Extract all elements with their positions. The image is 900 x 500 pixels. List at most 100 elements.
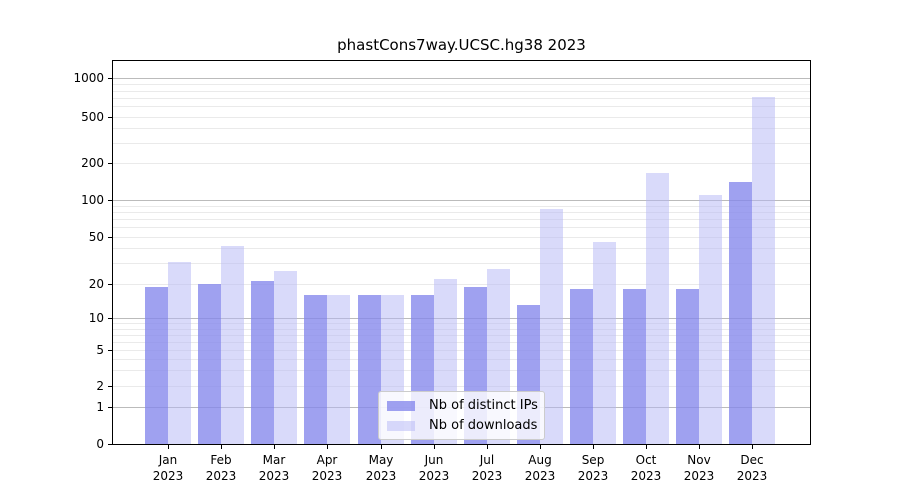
legend: Nb of distinct IPs Nb of downloads [378,391,545,440]
minor-gridline-90 [113,206,810,207]
bar-distinct-ips-nov [676,289,699,444]
x-tick-label-jun: Jun 2023 [418,453,450,483]
x-tick-mark-nov [699,445,700,449]
minor-gridline-2 [113,386,810,387]
bar-distinct-ips-dec [729,182,752,444]
x-tick-label-dec: Dec 2023 [736,453,768,483]
legend-swatch-downloads [387,420,415,431]
minor-gridline-80 [113,212,810,213]
minor-gridline-3 [113,370,810,371]
x-tick-label-mar: Mar 2023 [258,453,290,483]
legend-label-distinct-ips: Nb of distinct IPs [429,398,538,413]
legend-swatch-distinct-ips [387,400,415,411]
minor-gridline-50 [113,237,810,238]
bar-downloads-oct [646,173,669,444]
y-tick-label-1: 1 [96,400,104,414]
y-tick-mark-200 [108,163,112,164]
x-tick-mark-apr [327,445,328,449]
x-tick-label-aug: Aug 2023 [524,453,556,483]
y-tick-label-0: 0 [96,437,104,451]
x-tick-mark-aug [540,445,541,449]
minor-gridline-300 [113,143,810,144]
minor-gridline-800 [113,91,810,92]
minor-gridline-5 [113,350,810,351]
y-tick-mark-0 [108,444,112,445]
bar-distinct-ips-oct [623,289,646,444]
chart-title: phastCons7way.UCSC.hg38 2023 [337,36,586,54]
bar-distinct-ips-feb [198,284,221,444]
y-tick-mark-5 [108,350,112,351]
minor-gridline-60 [113,227,810,228]
minor-gridline-40 [113,248,810,249]
minor-gridline-8 [113,329,810,330]
y-tick-mark-10 [108,318,112,319]
legend-row-downloads: Nb of downloads [387,418,538,433]
y-tick-label-2: 2 [96,379,104,393]
x-tick-label-jul: Jul 2023 [471,453,503,483]
bar-distinct-ips-jan [145,287,168,444]
x-tick-label-may: May 2023 [365,453,397,483]
minor-gridline-500 [113,117,810,118]
x-tick-mark-dec [752,445,753,449]
major-gridline-1000 [113,78,810,79]
bar-distinct-ips-mar [251,281,274,444]
x-tick-mark-sep [593,445,594,449]
bar-downloads-sep [593,242,616,444]
bar-downloads-apr [327,295,350,444]
bar-distinct-ips-apr [304,295,327,444]
bar-downloads-mar [274,271,297,444]
y-tick-label-50: 50 [88,230,104,244]
x-tick-mark-mar [274,445,275,449]
x-tick-mark-jul [487,445,488,449]
bar-distinct-ips-sep [570,289,593,444]
major-gridline-100 [113,200,810,201]
y-tick-mark-1 [108,407,112,408]
x-tick-label-apr: Apr 2023 [311,453,343,483]
y-tick-label-20: 20 [88,277,104,291]
minor-gridline-600 [113,106,810,107]
bar-downloads-aug [540,209,563,444]
legend-row-distinct-ips: Nb of distinct IPs [387,398,538,413]
minor-gridline-6 [113,342,810,343]
x-tick-label-oct: Oct 2023 [630,453,662,483]
major-gridline-10 [113,318,810,319]
bar-downloads-jan [168,262,191,444]
y-tick-mark-500 [108,117,112,118]
minor-gridline-9 [113,323,810,324]
minor-gridline-20 [113,284,810,285]
minor-gridline-700 [113,98,810,99]
plot-area [112,60,811,445]
x-tick-mark-oct [646,445,647,449]
y-tick-label-100: 100 [81,193,104,207]
x-tick-mark-jun [434,445,435,449]
x-tick-label-feb: Feb 2023 [205,453,237,483]
x-tick-label-jan: Jan 2023 [152,453,184,483]
x-tick-label-sep: Sep 2023 [577,453,609,483]
minor-gridline-7 [113,335,810,336]
y-tick-label-10: 10 [88,311,104,325]
y-tick-mark-2 [108,386,112,387]
minor-gridline-4 [113,359,810,360]
minor-gridline-70 [113,219,810,220]
y-tick-label-1000: 1000 [73,71,104,85]
minor-gridline-900 [113,84,810,85]
x-tick-mark-may [381,445,382,449]
y-tick-label-200: 200 [81,156,104,170]
bar-distinct-ips-may [358,295,381,444]
y-tick-label-5: 5 [96,343,104,357]
bar-downloads-feb [221,246,244,444]
bar-downloads-dec [752,97,775,444]
legend-label-downloads: Nb of downloads [429,418,538,433]
x-tick-mark-jan [168,445,169,449]
y-tick-mark-20 [108,284,112,285]
y-tick-mark-50 [108,237,112,238]
bar-downloads-nov [699,195,722,444]
minor-gridline-400 [113,128,810,129]
x-tick-label-nov: Nov 2023 [683,453,715,483]
minor-gridline-30 [113,263,810,264]
y-tick-mark-100 [108,200,112,201]
y-tick-mark-1000 [108,78,112,79]
minor-gridline-200 [113,163,810,164]
y-tick-label-500: 500 [81,110,104,124]
